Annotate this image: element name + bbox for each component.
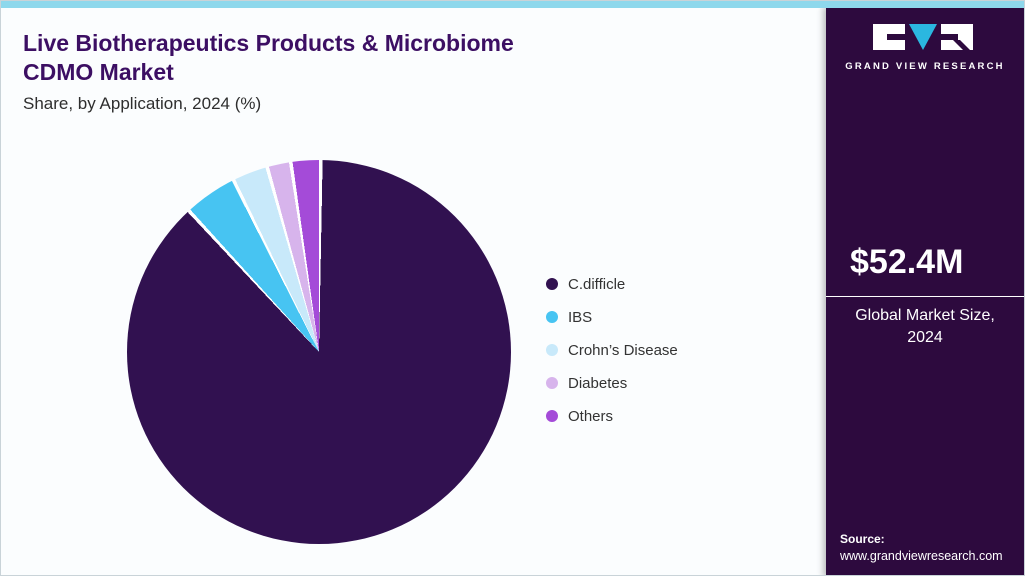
legend-label: Crohn’s Disease (568, 341, 678, 359)
legend-item: Crohn’s Disease (546, 339, 678, 361)
legend-item: Others (546, 405, 678, 427)
legend-swatch (546, 311, 558, 323)
market-size-value: $52.4M (850, 243, 964, 281)
legend-swatch (546, 344, 558, 356)
legend-label: IBS (568, 308, 593, 326)
legend-swatch (546, 278, 558, 290)
source-label: Source: (840, 532, 885, 546)
brand-name: GRAND VIEW RESEARCH (845, 61, 1005, 72)
market-size-label-line2: 2024 (907, 329, 943, 346)
accent-top-bar (1, 1, 1024, 8)
source-url-link[interactable]: www.grandviewresearch.com (840, 549, 1003, 563)
pie-chart (127, 160, 511, 544)
market-size-label: Global Market Size, 2024 (826, 305, 1024, 349)
source-block: Source: www.grandviewresearch.com (840, 532, 1003, 563)
legend-label: C.difficle (568, 275, 626, 293)
legend-item: C.difficle (546, 273, 678, 295)
legend-swatch (546, 377, 558, 389)
legend-swatch (546, 410, 558, 422)
chart-panel: Live Biotherapeutics Products & Microbio… (1, 8, 828, 575)
brand-logo: GRAND VIEW RESEARCH (826, 23, 1024, 72)
legend-item: IBS (546, 306, 678, 328)
market-size-label-line1: Global Market Size, (855, 307, 995, 324)
pie-legend: C.difficle IBS Crohn’s Disease Diabetes Othe… (546, 273, 678, 427)
title-line1: Live Biotherapeutics Products & Microbio… (23, 30, 514, 56)
legend-label: Diabetes (568, 374, 628, 392)
legend-item: Diabetes (546, 372, 678, 394)
sidebar: GRAND VIEW RESEARCH $52.4M Global Market… (826, 7, 1024, 575)
title-line2: CDMO Market (23, 59, 174, 85)
page-title: Live Biotherapeutics Products & Microbio… (23, 29, 743, 87)
divider-line (826, 296, 1024, 297)
chart-subtitle: Share, by Application, 2024 (%) (23, 94, 262, 113)
legend-label: Others (568, 407, 614, 425)
grand-view-research-logo-icon (873, 24, 973, 50)
